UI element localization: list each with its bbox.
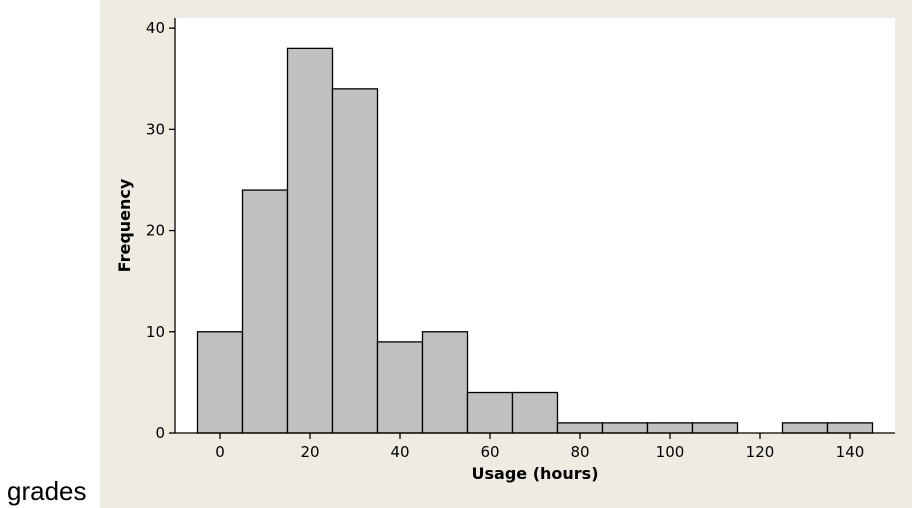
histogram-bar — [826, 422, 874, 434]
histogram-chart: 0 10 20 30 40 0 20 40 60 80 100 120 140 Usage (hours)… — [115, 18, 895, 483]
y-tick-label: 10 — [146, 323, 165, 341]
histogram-bar — [556, 422, 604, 434]
histogram-bar — [511, 391, 559, 434]
histogram-bar — [781, 422, 829, 434]
histogram-bar — [421, 331, 469, 434]
y-tick-label: 40 — [146, 19, 165, 37]
histogram-bar — [646, 422, 694, 434]
histogram-bar — [241, 189, 289, 434]
y-tick-label: 0 — [155, 424, 165, 442]
x-tick-label: 0 — [215, 443, 225, 461]
histogram-bar — [286, 47, 334, 434]
histogram-bar — [376, 341, 424, 434]
x-tick-label: 120 — [746, 443, 775, 461]
x-tick-label: 40 — [390, 443, 409, 461]
y-tick-label: 20 — [146, 222, 165, 240]
y-tick-label: 30 — [146, 120, 165, 138]
histogram-bar — [196, 331, 244, 434]
histogram-bar — [691, 422, 739, 434]
x-tick-label: 60 — [480, 443, 499, 461]
caption-text: grades — [7, 476, 87, 506]
x-tick-label: 80 — [570, 443, 589, 461]
x-axis-title: Usage (hours) — [472, 464, 599, 483]
histogram-bar — [331, 88, 379, 434]
y-axis-title: Frequency — [115, 178, 134, 272]
histogram-figure: 0 10 20 30 40 0 20 40 60 80 100 120 140 Usage (hours)… — [100, 0, 912, 508]
histogram-bar — [601, 422, 649, 434]
x-tick-label: 140 — [836, 443, 865, 461]
x-tick-label: 100 — [656, 443, 685, 461]
x-tick-label: 20 — [300, 443, 319, 461]
histogram-bar — [466, 391, 514, 434]
